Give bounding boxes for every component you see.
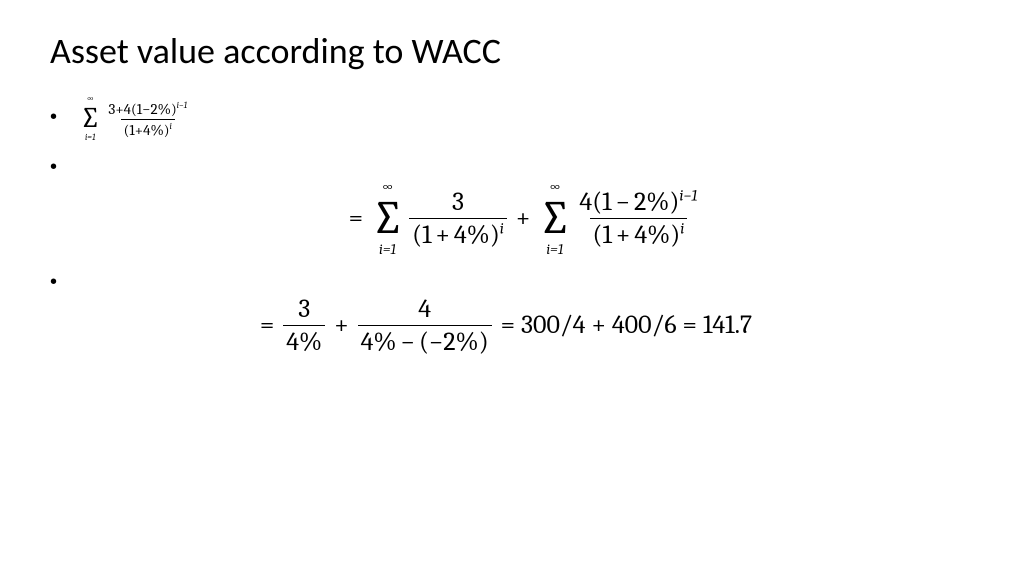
equation-3: = 3 4% + 4 4%−(−2%)	[78, 294, 974, 357]
slide-title: Asset value according to WACC	[50, 30, 974, 73]
slide-body: • ∞ ∑ i=1 3+4(1−2%)i−1	[50, 95, 974, 358]
sigma-icon: ∑	[371, 195, 404, 242]
sigma-icon: ∑	[538, 195, 571, 242]
bullet-icon: •	[50, 260, 78, 292]
bullet-icon: •	[50, 95, 78, 127]
sigma-icon: ∑	[80, 105, 100, 134]
equation-1: ∞ ∑ i=1 3+4(1−2%)i−1 (1+4%)i	[78, 95, 193, 143]
bullet-icon: •	[50, 145, 78, 177]
equation-2: = ∞ ∑ i=1 3 (1+4%)i +	[78, 179, 974, 257]
final-result: 141.7	[703, 310, 752, 340]
slide: Asset value according to WACC • ∞ ∑ i=1	[0, 0, 1024, 576]
